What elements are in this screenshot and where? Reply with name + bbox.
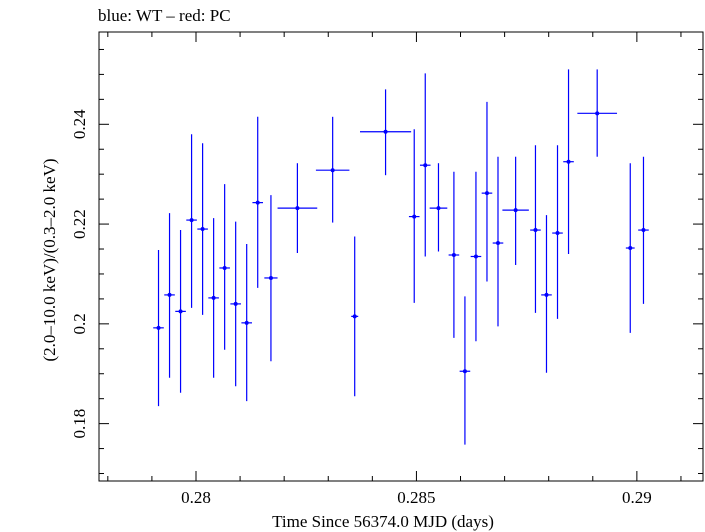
data-point [459, 296, 471, 445]
data-marker [555, 231, 560, 236]
plot-frame [98, 31, 704, 482]
data-point [408, 129, 420, 303]
x-tick-label: 0.29 [622, 488, 652, 507]
data-point [541, 215, 552, 373]
x-axis-label: Time Since 56374.0 MJD (days) [272, 512, 494, 531]
data-marker [436, 206, 441, 211]
data-marker [451, 253, 456, 258]
data-marker [484, 191, 489, 196]
data-point [186, 134, 197, 308]
data-point [429, 163, 448, 252]
data-point [315, 116, 350, 223]
y-axis-label: (2.0–10.0 keV)/(0.3–2.0 keV) [40, 158, 59, 361]
data-marker [200, 227, 205, 232]
data-point [252, 116, 264, 288]
chart-title: blue: WT – red: PC [98, 6, 231, 25]
data-point [563, 69, 574, 255]
x-tick-label: 0.28 [181, 488, 211, 507]
data-point [175, 230, 186, 393]
data-point [419, 73, 431, 257]
data-point [219, 184, 230, 350]
data-marker [533, 228, 538, 233]
data-point [241, 244, 252, 402]
data-point [502, 156, 529, 265]
data-point [530, 145, 541, 313]
data-marker [233, 301, 238, 306]
data-points [153, 69, 649, 445]
data-point [577, 69, 618, 157]
data-marker [268, 275, 273, 280]
y-tick-label: 0.24 [70, 109, 89, 139]
data-marker [495, 241, 500, 246]
data-marker [628, 246, 633, 251]
data-marker [178, 309, 183, 314]
data-marker [352, 314, 357, 319]
data-point [277, 163, 318, 254]
data-marker [383, 129, 388, 134]
data-point [208, 218, 219, 378]
data-marker [423, 163, 428, 168]
data-marker [566, 159, 571, 164]
data-marker [244, 320, 249, 325]
data-point [470, 171, 482, 342]
data-point [351, 236, 359, 397]
data-marker [641, 228, 646, 233]
data-marker [513, 208, 518, 213]
data-point [481, 101, 493, 282]
data-point [230, 221, 241, 387]
y-tick-label: 0.22 [70, 209, 89, 239]
data-marker [473, 254, 478, 259]
data-point [164, 213, 175, 378]
data-marker [156, 325, 161, 330]
y-tick-label: 0.18 [70, 409, 89, 439]
data-point [153, 250, 164, 407]
data-marker [462, 369, 467, 374]
data-point [448, 171, 460, 338]
data-point [197, 143, 208, 315]
data-marker [295, 206, 300, 211]
data-marker [544, 292, 549, 297]
y-tick-label: 0.2 [70, 313, 89, 334]
data-marker [189, 218, 194, 223]
data-marker [211, 295, 216, 300]
data-marker [255, 200, 260, 205]
data-point [625, 163, 635, 333]
data-point [638, 156, 649, 304]
data-marker [222, 265, 227, 270]
data-point [264, 195, 278, 362]
data-marker [412, 214, 417, 219]
data-point [359, 89, 412, 176]
data-marker [330, 168, 335, 173]
data-marker [167, 292, 172, 297]
axes: 0.28 0.285 0.29 0.18 0.2 0.22 0.24 [70, 31, 704, 507]
x-tick-label: 0.285 [397, 488, 435, 507]
data-point [552, 145, 563, 319]
data-point [492, 156, 504, 327]
data-marker [595, 111, 600, 116]
